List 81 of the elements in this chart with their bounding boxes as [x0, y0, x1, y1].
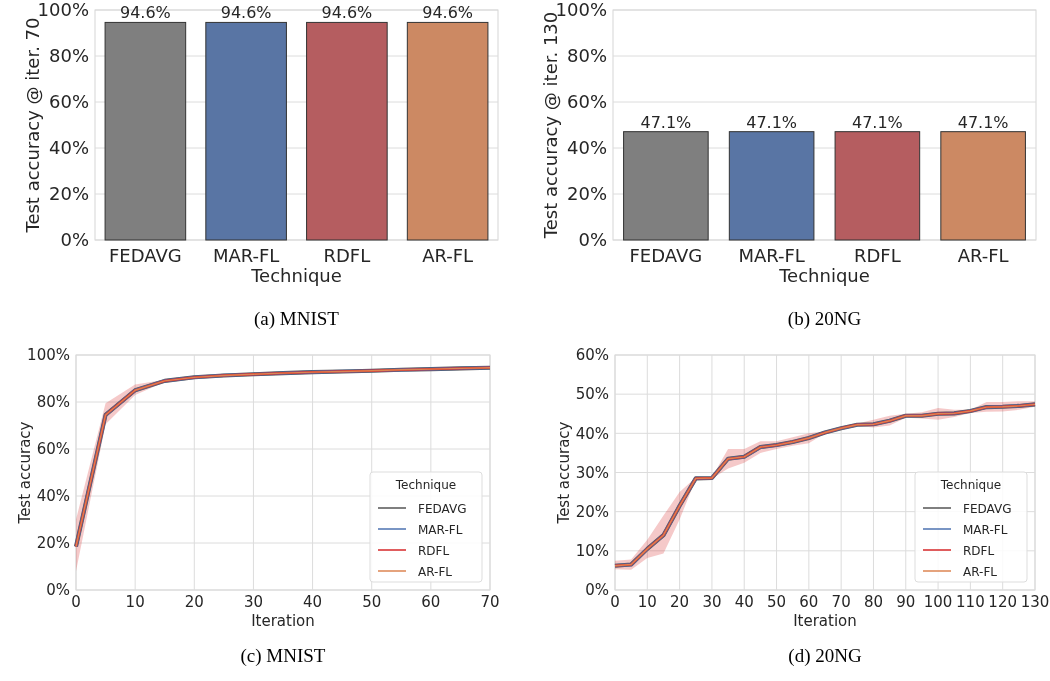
legend-label: FEDAVG — [418, 501, 467, 516]
x-tick-label: 90 — [896, 593, 916, 611]
y-tick-label: 100% — [27, 346, 70, 365]
data-label: 94.6% — [321, 3, 373, 23]
y-tick-label: 40% — [48, 137, 89, 159]
x-tick-label: MAR-FL — [738, 245, 805, 266]
y-tick-label: 80% — [48, 45, 89, 67]
x-tick-label: FEDAVG — [629, 245, 703, 266]
x-axis-title: Iteration — [251, 612, 315, 630]
x-tick-label: 80 — [863, 593, 884, 611]
text: (a) MNIST — [254, 308, 340, 330]
y-tick-label: 40% — [575, 424, 609, 443]
legend-label: MAR-FL — [963, 522, 1008, 537]
y-tick-label: 0% — [585, 581, 609, 600]
x-axis-title: Iteration — [793, 612, 857, 630]
legend-label: RDFL — [418, 543, 450, 558]
x-tick-label: 60 — [421, 593, 441, 611]
y-tick-label: 60% — [48, 91, 89, 113]
x-tick-label: AR-FL — [422, 245, 474, 266]
y-tick-label: 10% — [575, 542, 609, 561]
legend-label: RDFL — [963, 543, 995, 558]
y-axis-title: Test accuracy — [15, 421, 34, 525]
y-tick-label: 80% — [566, 45, 607, 67]
y-tick-label: 60% — [36, 440, 70, 459]
x-tick-label: 40 — [303, 593, 323, 611]
x-tick-label: 0 — [71, 593, 81, 611]
y-tick-label: 20% — [566, 183, 607, 205]
x-tick-label: 70 — [480, 593, 500, 611]
x-tick-label: 70 — [831, 593, 851, 611]
y-tick-label: 40% — [566, 137, 607, 159]
data-label: 47.1% — [640, 112, 692, 132]
y-tick-label: 20% — [575, 502, 609, 521]
x-tick-label: AR-FL — [957, 245, 1009, 266]
x-tick-label: 20 — [184, 593, 204, 611]
y-tick-label: 0% — [578, 229, 607, 251]
y-axis-title: Test accuracy — [554, 421, 573, 525]
legend-label: AR-FL — [418, 564, 453, 579]
x-axis-title: Technique — [250, 265, 342, 286]
x-tick-label: 60 — [799, 593, 819, 611]
data-label: 94.6% — [422, 3, 474, 23]
data-label: 47.1% — [746, 112, 798, 132]
x-tick-label: 10 — [125, 593, 145, 611]
y-tick-label: 80% — [36, 393, 70, 412]
x-axis-title: Technique — [778, 265, 870, 286]
legend-label: MAR-FL — [418, 522, 463, 537]
x-tick-label: 120 — [988, 593, 1018, 611]
legend-title: Technique — [939, 478, 1002, 492]
y-tick-label: 50% — [575, 385, 609, 404]
x-tick-label: RDFL — [323, 245, 371, 266]
legend-title: Technique — [394, 478, 457, 492]
x-tick-label: RDFL — [854, 245, 901, 266]
y-tick-label: 40% — [36, 487, 70, 506]
text: (d) 20NG — [788, 645, 862, 667]
x-tick-label: MAR-FL — [212, 245, 280, 266]
text: (c) MNIST — [240, 645, 326, 667]
y-tick-label: 60% — [566, 91, 607, 113]
y-tick-label: 60% — [575, 346, 609, 365]
x-tick-label: 50 — [362, 593, 382, 611]
x-tick-label: 10 — [637, 593, 657, 611]
x-tick-label: 50 — [766, 593, 787, 611]
y-tick-label: 0% — [46, 581, 70, 600]
x-tick-label: 0 — [610, 593, 620, 611]
x-tick-label: 30 — [702, 593, 722, 611]
text: (b) 20NG — [787, 308, 862, 330]
legend-label: AR-FL — [963, 564, 998, 579]
x-tick-label: 20 — [670, 593, 690, 611]
y-tick-label: 30% — [575, 463, 609, 482]
legend-label: FEDAVG — [963, 501, 1012, 516]
x-tick-label: 110 — [956, 593, 985, 611]
y-tick-label: 20% — [36, 534, 70, 553]
x-tick-label: 100 — [923, 593, 953, 611]
x-tick-label: 30 — [243, 593, 263, 611]
x-tick-label: 130 — [1020, 593, 1050, 611]
y-tick-label: 20% — [48, 183, 89, 205]
data-label: 47.1% — [851, 112, 903, 132]
x-tick-label: 40 — [734, 593, 754, 611]
data-label: 94.6% — [119, 3, 171, 23]
data-label: 94.6% — [220, 3, 272, 23]
x-tick-label: FEDAVG — [109, 245, 182, 266]
data-label: 47.1% — [957, 112, 1009, 132]
y-tick-label: 0% — [60, 229, 89, 251]
